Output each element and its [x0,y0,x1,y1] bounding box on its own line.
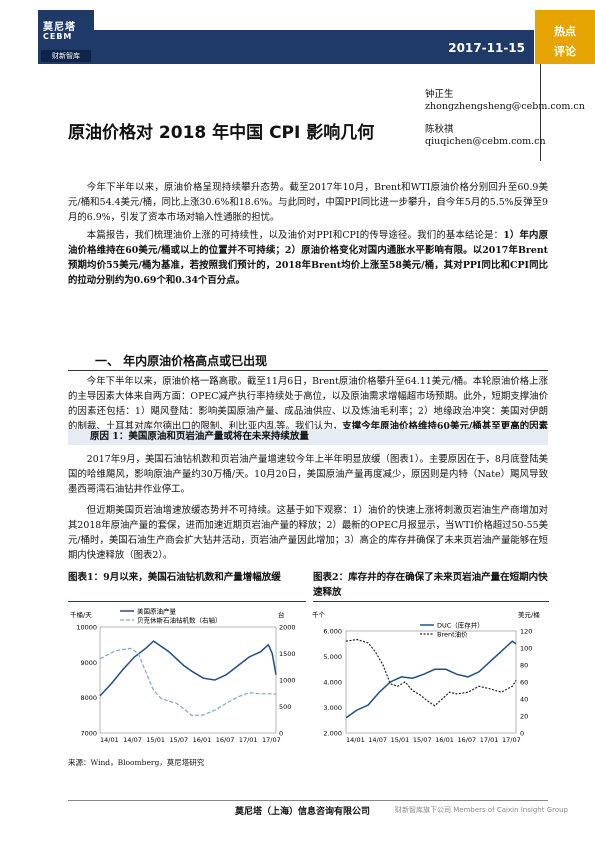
section1-p1-plain: 今年下半年以来，原油价格一路高歌。截至11月6日，Brent原油价格攀升至64.… [68,376,548,432]
right-tick-label: 500 [279,703,291,711]
author-name-2: 陈秋祺 [425,124,454,135]
badge-line-1: 热点 [554,25,576,38]
author-email-1[interactable]: zhongzhengsheng@cebm.com.cn [425,101,585,112]
footer-rule [68,800,548,801]
logo-en-text: CEBM [43,32,73,41]
x-tick-label: 16/07 [216,736,235,744]
right-tick-label: 2000 [279,624,296,632]
right-tick-label: 120 [520,628,532,636]
company-logo: 莫尼塔 CEBM 财新智库 [38,10,94,64]
left-tick-label: 5.000 [323,653,342,661]
x-tick-label: 15/07 [413,736,432,744]
figure2-rule [313,601,549,602]
figure2-caption: 图表2：库存井的存在确保了未来页岩油产量在短期内快速释放 [313,572,548,598]
left-tick-label: 4.000 [323,679,342,687]
right-tick-label: 0 [520,730,524,738]
section1-paragraph-2: 2017年9月，美国石油钻机数和页岩油产量增速较今年上半年明显放缓（图表1）。主… [68,452,548,497]
data-source: 来源：Wind，Bloomberg，莫尼塔研究 [68,758,205,767]
left-tick-label: 8000 [80,694,97,702]
right-axis-unit: 台 [278,610,285,619]
series-line-1 [345,638,517,707]
left-tick-label: 2.000 [323,730,342,738]
left-tick-label: 7000 [80,730,97,738]
category-badge: 热点 评论 [535,10,595,64]
reason-heading-text: 原因 1：美国原油和页岩油产量或将在未来持续放量 [90,431,309,442]
right-tick-label: 0 [279,730,283,738]
x-tick-label: 16/01 [193,736,212,744]
figure2-chart: 千个 美元/桶 6.000 5.000 4.000 3.000 2.000 120 100 80 6… [312,610,540,744]
right-tick-label: 100 [520,645,532,653]
left-axis-unit: 千桶/天 [70,610,92,619]
x-tick-label: 15/01 [146,736,165,744]
report-date: 2017-11-15 [448,41,525,55]
reason-heading: 原因 1：美国原油和页岩油产量或将在未来持续放量 [68,429,548,445]
x-tick-label: 17/01 [480,736,499,744]
plot-frame [99,626,277,734]
intro-paragraph-2: 本篇报告，我们梳理油价上涨的可持续性，以及油价对PPI和CPI的传导途径。我们的… [68,228,548,288]
intro-p2-plain: 本篇报告，我们梳理油价上涨的可持续性，以及油价对PPI和CPI的传导途径。我们的… [86,230,504,241]
left-tick-label: 10000 [76,624,97,632]
intro-p2-conclusion: 1）年内原油价格维持在60美元/桶或以上的位置并不可持续；2）原油价格变化对国内… [68,230,548,286]
legend-label-0: 美国原油产量 [137,607,177,616]
footer-company: 莫尼塔（上海）信息咨询有限公司 [235,807,371,817]
series-line-0 [345,640,517,719]
figure1-rule [68,601,306,602]
legend-label-1: Brent油价 [437,630,468,639]
right-tick-label: 1000 [279,677,296,685]
x-tick-label: 16/01 [435,736,454,744]
badge-line-2: 评论 [554,45,576,58]
series-line-0 [99,640,277,697]
left-tick-label: 6.000 [323,628,342,636]
x-tick-label: 16/07 [457,736,476,744]
x-tick-label: 14/01 [346,736,365,744]
intro-paragraph-1: 今年下半年以来，原油价格呈现持续攀升态势。截至2017年10月，Brent和WT… [68,182,548,223]
plot-frame [345,630,517,734]
right-tick-label: 1500 [279,650,296,658]
x-tick-label: 14/01 [100,736,119,744]
figure1-chart: 千桶/天 台 10000 9000 8000 7000 2000 1500 1000 500 0 14… [70,607,296,745]
x-tick-label: 17/07 [262,736,281,744]
x-tick-label: 14/07 [123,736,142,744]
figure1-caption: 图表1：9月以来，美国石油钻机数和产量增幅放缓 [68,572,281,583]
left-tick-label: 9000 [80,659,97,667]
right-axis-unit: 美元/桶 [518,610,540,619]
right-tick-label: 40 [520,696,528,704]
right-tick-label: 80 [520,662,528,670]
report-title: 原油价格对 2018 年中国 CPI 影响几何 [68,123,375,143]
author-name-1: 钟正生 [425,89,454,100]
right-tick-label: 60 [520,679,528,687]
x-tick-label: 15/07 [169,736,188,744]
x-tick-label: 14/07 [368,736,387,744]
x-tick-label: 17/07 [502,736,521,744]
section1-p3-text: 但近期美国页岩油增速放缓态势并不可持续。这基于如下观察：1）油价的快速上涨将刺激… [68,505,548,561]
section1-paragraph-3: 但近期美国页岩油增速放缓态势并不可持续。这基于如下观察：1）油价的快速上涨将刺激… [68,503,548,563]
author-divider [540,64,541,161]
legend-label-1: 贝克休斯石油钻机数（右轴） [137,616,222,625]
author-email-2[interactable]: qiuqichen@cebm.com.cn [425,136,546,147]
logo-sub-text: 财新智库 [41,50,91,62]
x-tick-label: 15/01 [391,736,410,744]
left-axis-unit: 千个 [312,610,326,619]
header-bar [94,30,534,64]
right-tick-label: 20 [520,713,528,721]
section-title: 一、 年内原油价格高点或已出现 [95,354,268,368]
footer-group: 财新智库旗下公司 Members of Caixin Insight Group [395,806,568,814]
logo-cn-text: 莫尼塔 [43,22,76,33]
series-line-1 [99,647,277,717]
left-tick-label: 3.000 [323,704,342,712]
x-tick-label: 17/01 [239,736,258,744]
legend-label-0: DUC（库存井） [437,621,484,630]
section1-p2-text: 2017年9月，美国石油钻机数和页岩油产量增速较今年上半年明显放缓（图表1）。主… [68,454,548,495]
intro-text: 今年下半年以来，原油价格呈现持续攀升态势。截至2017年10月，Brent和WT… [68,180,548,288]
section-rule [68,370,548,371]
